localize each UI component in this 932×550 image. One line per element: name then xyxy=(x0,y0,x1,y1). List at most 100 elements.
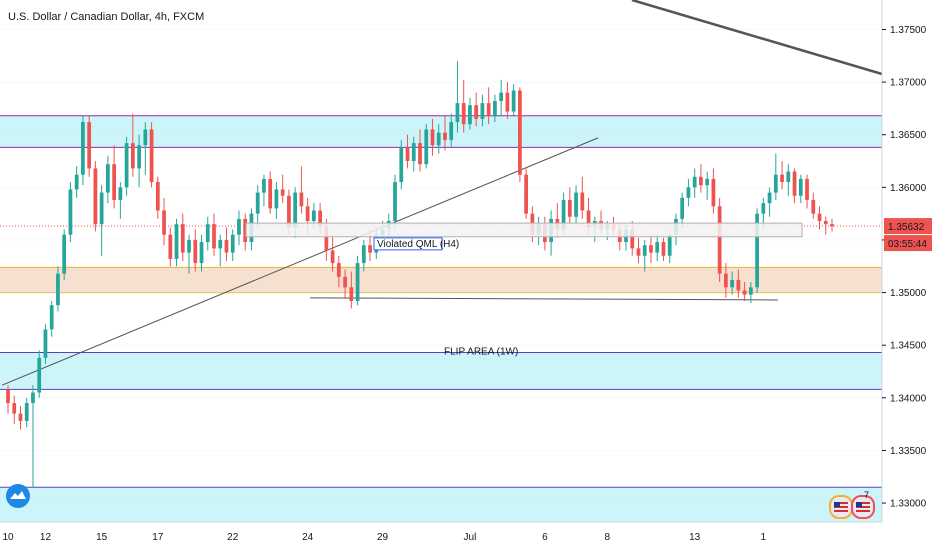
candle-body xyxy=(330,250,335,264)
candle-body xyxy=(711,178,716,207)
candle-body xyxy=(411,143,416,162)
candle-body xyxy=(137,145,141,169)
candle-body xyxy=(524,174,528,214)
candle-body xyxy=(149,129,154,183)
zones-layer xyxy=(0,115,882,523)
candle-body xyxy=(293,192,298,228)
candle-body xyxy=(468,105,472,125)
candle-body xyxy=(393,182,397,222)
candle-body xyxy=(699,176,703,186)
event-count-badge: 7 xyxy=(864,490,870,500)
candle-body xyxy=(162,210,166,235)
y-tick-label: 1.33500 xyxy=(890,446,927,457)
candle-body xyxy=(574,192,578,217)
neckline xyxy=(309,297,779,301)
y-tick-label: 1.33000 xyxy=(890,499,927,510)
candle-body xyxy=(511,90,516,112)
x-tick-label: 8 xyxy=(604,532,610,543)
candle-body xyxy=(81,122,85,175)
candle-body xyxy=(780,174,784,183)
resistance-zone-area xyxy=(0,115,882,148)
candle-body xyxy=(730,279,734,288)
candle-body xyxy=(355,263,360,301)
demand-zone-area xyxy=(0,267,882,293)
candle-body xyxy=(56,273,60,306)
bottom-zone-area xyxy=(0,487,882,522)
candle-body xyxy=(255,192,260,214)
y-tick-label: 1.37500 xyxy=(890,25,927,36)
candle-body xyxy=(580,192,585,211)
candle-body xyxy=(31,392,35,404)
last-price-tag-label: 1.35632 xyxy=(888,222,925,233)
violated-qml-label-box xyxy=(373,237,443,251)
candle-body xyxy=(817,213,822,222)
tradingview-logo-icon[interactable] xyxy=(6,484,30,508)
candle-body xyxy=(312,210,316,222)
candle-body xyxy=(474,105,479,119)
last-price-tag xyxy=(884,218,932,235)
x-tick-label: 10 xyxy=(2,532,14,543)
candle-body xyxy=(449,122,454,140)
candle-body xyxy=(299,192,304,207)
us-flag-events-icon[interactable] xyxy=(851,495,875,519)
violated-qml-box xyxy=(245,222,803,238)
candle-body xyxy=(305,206,310,222)
x-tick-label: 29 xyxy=(377,532,389,543)
annotations-layer: Violated QML (H4) FLIP AREA (1W) xyxy=(245,222,803,358)
candle-body xyxy=(243,218,248,243)
flip-area-area xyxy=(0,352,882,390)
candle-body xyxy=(461,103,466,125)
candle-body xyxy=(561,199,566,230)
candle-body xyxy=(811,199,816,214)
candle-body xyxy=(686,187,691,198)
candle-body xyxy=(830,224,834,227)
candle-body xyxy=(430,129,435,146)
candle-body xyxy=(736,279,741,291)
candle-body xyxy=(486,103,491,116)
candle-body xyxy=(443,132,447,140)
y-tick-label: 1.34500 xyxy=(890,341,927,352)
flip-area-label: FLIP AREA (1W) xyxy=(444,347,518,358)
x-tick-label: 22 xyxy=(227,532,239,543)
candle-body xyxy=(199,242,204,264)
candle-body xyxy=(193,239,198,264)
candle-body xyxy=(274,189,279,209)
y-tick-label: 1.36000 xyxy=(890,183,927,194)
candle-body xyxy=(717,206,722,274)
candle-body xyxy=(755,213,759,288)
candle-body xyxy=(368,245,372,253)
candle-body xyxy=(68,189,73,235)
candle-body xyxy=(318,210,322,228)
candle-body xyxy=(518,90,522,175)
candle-body xyxy=(773,174,778,193)
candle-body xyxy=(230,234,235,253)
candle-body xyxy=(324,227,329,251)
candle-body xyxy=(455,103,460,123)
candle-body xyxy=(798,178,803,196)
candle-body xyxy=(118,187,123,200)
candle-body xyxy=(649,245,653,253)
candle-body xyxy=(505,92,510,112)
countdown-tag xyxy=(884,235,932,252)
candle-body xyxy=(187,239,191,253)
x-tick-label: 13 xyxy=(689,532,701,543)
candle-body xyxy=(349,287,354,301)
candle-body xyxy=(436,132,441,146)
candle-body xyxy=(823,221,828,225)
candle-body xyxy=(205,224,210,243)
us-flag-icon[interactable] xyxy=(829,495,853,519)
candle-body xyxy=(180,224,185,253)
candle-body xyxy=(106,164,110,193)
candle-body xyxy=(655,242,660,253)
candle-body xyxy=(724,273,728,288)
x-tick-label: 15 xyxy=(96,532,108,543)
candle-body xyxy=(12,403,17,414)
candle-body xyxy=(767,192,772,204)
candle-body xyxy=(418,143,422,165)
candle-body xyxy=(692,176,697,188)
candle-body xyxy=(155,182,160,211)
y-tick-label: 1.36500 xyxy=(890,130,927,141)
candle-body xyxy=(480,103,485,119)
